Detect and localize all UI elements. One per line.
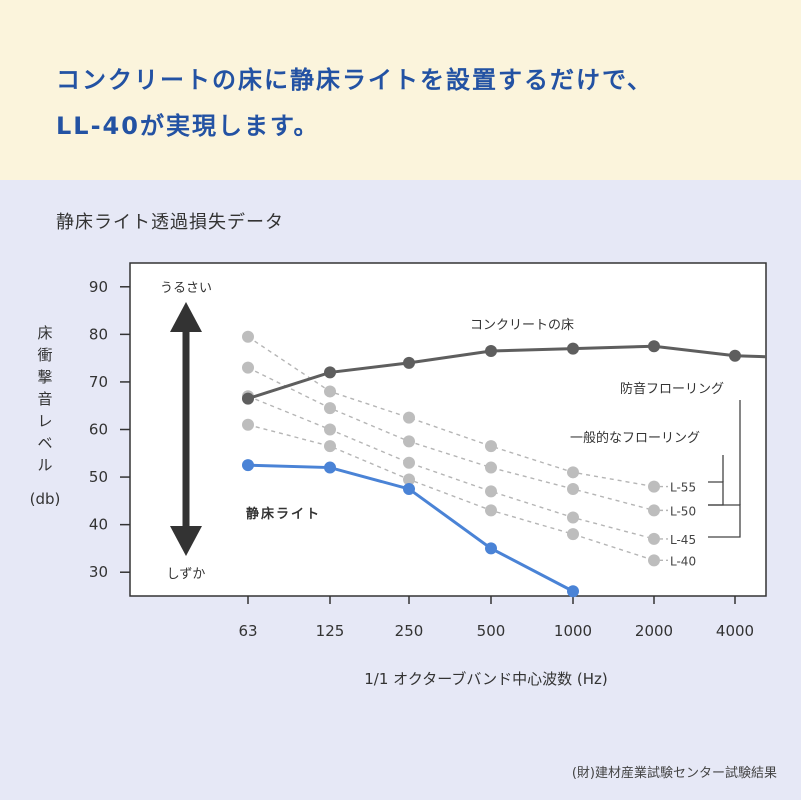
x-tick-label: 500 <box>477 622 506 640</box>
y-axis-label-char: レ <box>37 412 52 430</box>
x-tick-label: 2000 <box>635 622 673 640</box>
loudness-arrow-down-head <box>170 526 202 556</box>
y-axis-label-char: 床 <box>37 324 52 342</box>
x-tick-label: 125 <box>316 622 345 640</box>
chart-caption: 静床ライト透過損失データ <box>56 212 284 233</box>
data-point <box>648 504 660 517</box>
data-point <box>242 392 254 405</box>
data-point <box>567 511 579 524</box>
x-tick-label: 4000 <box>716 622 754 640</box>
series-label: L-40 <box>670 554 696 568</box>
series-label: L-55 <box>670 481 696 495</box>
data-point <box>567 466 579 479</box>
data-point <box>403 411 415 424</box>
series-line <box>247 336 655 488</box>
annotation-seijo-light: 静床ライト <box>246 506 321 522</box>
series-line <box>247 344 767 401</box>
series-line <box>247 367 655 512</box>
data-point <box>485 504 497 517</box>
source-note: (財)建材産業試験センター試験結果 <box>571 766 777 781</box>
x-tick-label: 1000 <box>554 622 592 640</box>
data-point <box>324 402 336 415</box>
y-tick-label: 30 <box>89 563 108 581</box>
data-point <box>485 345 497 358</box>
data-point <box>648 340 660 353</box>
data-point <box>403 473 415 486</box>
y-tick-label: 60 <box>89 421 108 439</box>
y-tick-label: 90 <box>89 278 108 296</box>
data-point <box>324 423 336 436</box>
series-label: L-50 <box>670 504 696 518</box>
data-point <box>567 528 579 541</box>
data-point <box>485 440 497 453</box>
y-tick-label: 40 <box>89 516 108 534</box>
data-point <box>324 440 336 453</box>
data-point <box>403 435 415 448</box>
arrow-label-quiet: しずか <box>167 567 206 582</box>
plot-frame <box>129 262 767 597</box>
y-axis-label-char: ル <box>37 456 52 474</box>
headline-line-2: LL-40が実現します。 <box>56 112 320 140</box>
annotation-concrete: コンクリートの床 <box>470 318 574 333</box>
header-banner <box>0 0 801 180</box>
y-axis-label-char: (db) <box>30 490 61 508</box>
y-tick-label: 70 <box>89 373 108 391</box>
data-point <box>242 459 254 472</box>
data-point <box>485 485 497 498</box>
loudness-arrow-up-head <box>170 302 202 332</box>
x-axis-label: 1/1 オクターブバンド中心波数 (Hz) <box>364 670 608 688</box>
y-axis-label-char: 音 <box>37 390 52 408</box>
y-axis-label-char: 衝 <box>37 346 52 364</box>
data-point <box>567 585 579 598</box>
series-line <box>247 395 655 540</box>
data-point <box>567 482 579 495</box>
data-point <box>648 532 660 545</box>
data-point <box>242 418 254 431</box>
general-bracket <box>708 504 741 538</box>
data-point <box>324 385 336 398</box>
data-point <box>567 342 579 355</box>
headline-line-1: コンクリートの床に静床ライトを設置するだけで、 <box>56 66 654 94</box>
data-point <box>403 482 415 495</box>
data-point <box>729 349 741 362</box>
x-tick-label: 63 <box>238 622 257 640</box>
series-label: L-45 <box>670 533 696 547</box>
data-point <box>403 356 415 369</box>
annotation-soundproof-flooring: 防音フローリング <box>620 381 724 397</box>
x-tick-label: 250 <box>395 622 424 640</box>
data-point <box>485 461 497 474</box>
arrow-label-loud: うるさい <box>160 281 212 296</box>
data-point <box>324 366 336 379</box>
data-point <box>648 554 660 567</box>
y-axis-label-char: ベ <box>37 434 52 452</box>
data-point <box>324 461 336 474</box>
data-point <box>485 542 497 555</box>
data-point <box>242 361 254 374</box>
y-axis-label-char: 撃 <box>37 368 52 386</box>
data-point <box>403 456 415 469</box>
data-point <box>242 330 254 343</box>
y-tick-label: 80 <box>89 325 108 343</box>
annotation-general-flooring: 一般的なフローリング <box>570 430 700 446</box>
data-point <box>648 480 660 493</box>
y-tick-label: 50 <box>89 468 108 486</box>
